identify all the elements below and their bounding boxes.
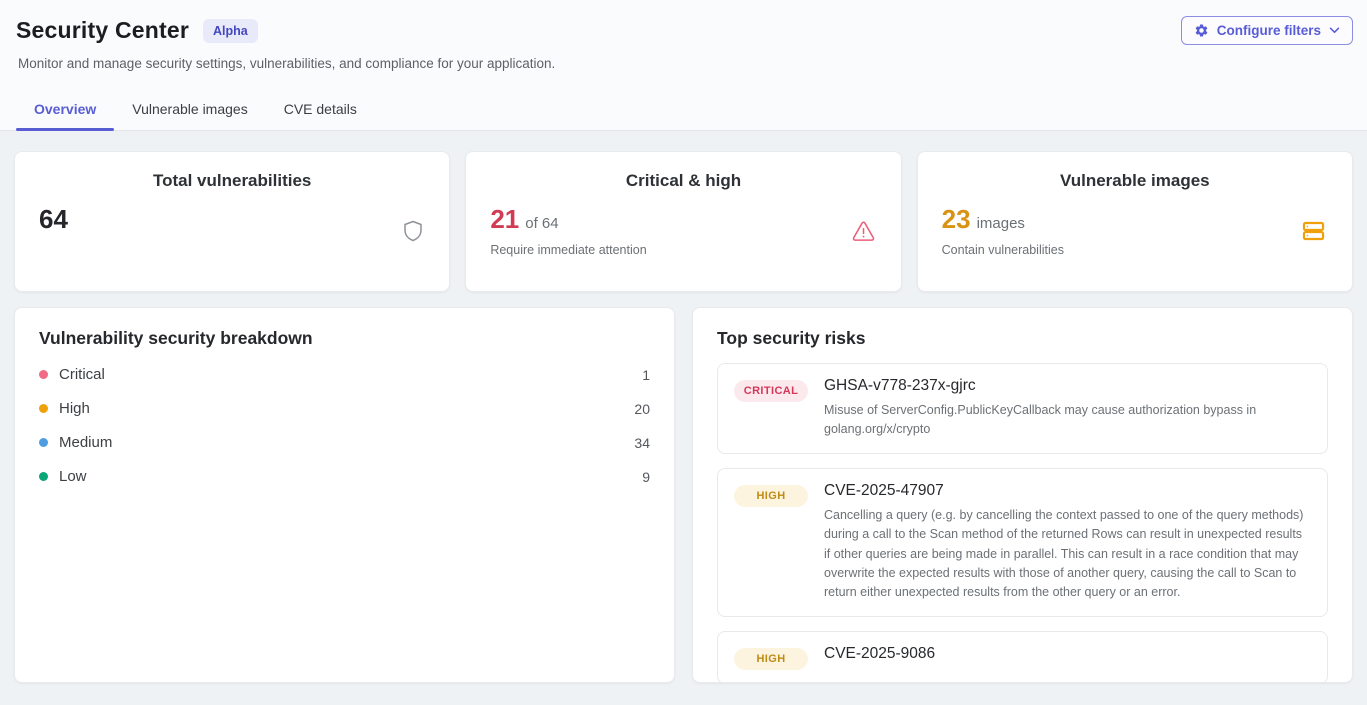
stat-card-value: 21 xyxy=(490,204,520,234)
shield-icon xyxy=(404,220,423,242)
tab[interactable]: CVE details xyxy=(266,92,375,130)
configure-filters-label: Configure filters xyxy=(1216,23,1321,38)
severity-label: Critical xyxy=(59,366,105,383)
gear-icon xyxy=(1195,24,1208,37)
risk-description: Cancelling a query (e.g. by cancelling t… xyxy=(824,507,1304,600)
stat-card-subtitle xyxy=(39,243,74,258)
risk-id: CVE-2025-9086 xyxy=(824,644,936,662)
warning-triangle-icon xyxy=(852,221,874,241)
breakdown-panel-title: Vulnerability security breakdown xyxy=(39,328,313,348)
severity-badge: HIGH xyxy=(734,647,808,670)
risk-description: Misuse of ServerConfig.PublicKeyCallback… xyxy=(824,403,1257,437)
severity-dot-icon xyxy=(39,404,48,413)
stat-card-subtitle: Contain vulnerabilities xyxy=(941,243,1064,257)
stat-card-value: 23 xyxy=(941,204,971,234)
top-risks-panel-title: Top security risks xyxy=(717,328,866,348)
stat-card: Critical & high 21 of 64 Require immediat… xyxy=(465,151,902,292)
severity-badge: HIGH xyxy=(734,484,808,507)
severity-count: 9 xyxy=(642,468,650,485)
main-content: Total vulnerabilities 64 Critical & high xyxy=(0,131,1367,683)
severity-dot-icon xyxy=(39,472,48,481)
severity-label: Low xyxy=(59,468,87,485)
alpha-badge: Alpha xyxy=(203,18,258,43)
vulnerability-breakdown-panel: Vulnerability security breakdown Critica… xyxy=(14,307,675,683)
risk-card[interactable]: HIGH CVE-2025-9086 xyxy=(717,630,1328,682)
severity-dot-icon xyxy=(39,370,48,379)
breakdown-row: Critical 1 xyxy=(39,366,650,383)
risk-card-body: CVE-2025-9086 xyxy=(824,645,935,663)
tab-label: Vulnerable images xyxy=(132,101,248,117)
stat-card-title: Total vulnerabilities xyxy=(152,171,312,190)
stat-card-row: Total vulnerabilities 64 Critical & high xyxy=(14,151,1353,292)
stat-card: Vulnerable images 23 images Contain vulne… xyxy=(916,151,1353,292)
tab-label: CVE details xyxy=(283,101,357,117)
risk-card-body: GHSA-v778-237x-gjrc Misuse of ServerConf… xyxy=(824,377,1311,440)
risk-card-body: CVE-2025-47907 Cancelling a query (e.g. … xyxy=(824,482,1311,603)
severity-count: 1 xyxy=(642,366,650,383)
stat-card: Total vulnerabilities 64 xyxy=(14,151,451,292)
breakdown-row: Medium 34 xyxy=(39,434,650,451)
severity-badge: CRITICAL xyxy=(734,380,808,402)
risk-id: GHSA-v778-237x-gjrc xyxy=(824,377,976,394)
server-stack-icon xyxy=(1302,221,1325,241)
risk-list: CRITICAL GHSA-v778-237x-gjrc Misuse of S… xyxy=(717,363,1328,682)
stat-card-value: 64 xyxy=(39,204,68,234)
tab[interactable]: Overview xyxy=(16,92,115,131)
stat-card-title: Vulnerable images xyxy=(1060,171,1210,190)
stat-card-suffix: images xyxy=(976,215,1025,232)
stat-card-suffix: of 64 xyxy=(525,215,559,232)
tab[interactable]: Vulnerable images xyxy=(114,92,265,130)
tab-label: Overview xyxy=(34,101,97,117)
top-security-risks-panel: Top security risks CRITICAL GHSA-v778-23… xyxy=(692,307,1353,683)
breakdown-row: Low 9 xyxy=(39,468,650,485)
severity-count: 20 xyxy=(634,400,650,417)
page-title: Security Center xyxy=(16,17,190,43)
stat-card-value-group: 23 images Contain vulnerabilities xyxy=(942,204,1064,258)
severity-label: High xyxy=(59,400,90,417)
stat-card-icon xyxy=(850,219,877,244)
severity-count: 34 xyxy=(634,434,650,451)
risk-card[interactable]: CRITICAL GHSA-v778-237x-gjrc Misuse of S… xyxy=(717,363,1328,454)
configure-filters-button[interactable]: Configure filters xyxy=(1180,16,1353,45)
severity-label: Medium xyxy=(59,434,113,451)
breakdown-row: High 20 xyxy=(39,400,650,417)
chevron-down-icon xyxy=(1329,27,1340,34)
breakdown-list: Critical 1 High 20 xyxy=(39,366,650,485)
stat-card-title: Critical & high xyxy=(625,171,742,190)
stat-card-value-group: 21 of 64 Require immediate attention xyxy=(490,204,646,258)
tab-bar: Overview Vulnerable images CVE details xyxy=(16,92,1353,131)
severity-dot-icon xyxy=(39,438,48,447)
page-header: Security Center Alpha Configure filters … xyxy=(0,0,1367,131)
stat-card-value-group: 64 xyxy=(39,204,74,258)
risk-card[interactable]: HIGH CVE-2025-47907 Cancelling a query (… xyxy=(717,467,1328,617)
stat-card-icon xyxy=(401,218,425,244)
risk-id: CVE-2025-47907 xyxy=(824,481,944,499)
stat-card-subtitle: Require immediate attention xyxy=(490,243,647,257)
panels-row: Vulnerability security breakdown Critica… xyxy=(14,307,1353,683)
stat-card-icon xyxy=(1299,218,1328,244)
page-subtitle: Monitor and manage security settings, vu… xyxy=(18,56,556,71)
